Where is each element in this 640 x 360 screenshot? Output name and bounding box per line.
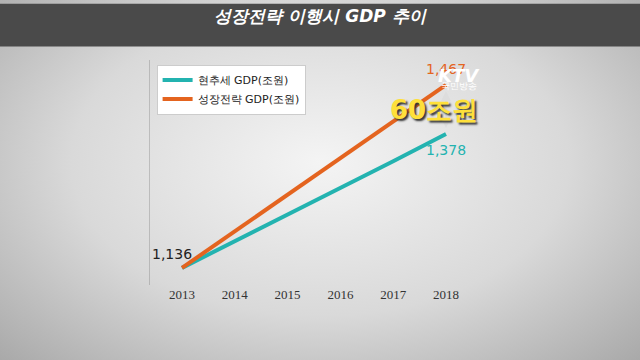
svg-text:2018: 2018 xyxy=(433,287,459,302)
svg-text:국민방송: 국민방송 xyxy=(441,81,477,91)
svg-text:현추세 GDP(조원): 현추세 GDP(조원) xyxy=(198,74,289,87)
svg-text:2013: 2013 xyxy=(169,287,195,302)
svg-text:2014: 2014 xyxy=(222,287,249,302)
svg-text:1,378: 1,378 xyxy=(426,142,466,158)
svg-text:1,136: 1,136 xyxy=(152,246,192,262)
svg-text:1,467: 1,467 xyxy=(426,61,466,77)
svg-text:2016: 2016 xyxy=(327,287,354,302)
svg-text:60조원: 60조원 xyxy=(390,95,478,125)
svg-text:2017: 2017 xyxy=(380,287,407,302)
svg-text:2015: 2015 xyxy=(275,287,301,302)
svg-text:KTV: KTV xyxy=(438,65,480,86)
svg-text:성장전략 이행시 GDP 추이: 성장전략 이행시 GDP 추이 xyxy=(214,6,426,26)
svg-text:성장전략 GDP(조원): 성장전략 GDP(조원) xyxy=(198,93,300,106)
